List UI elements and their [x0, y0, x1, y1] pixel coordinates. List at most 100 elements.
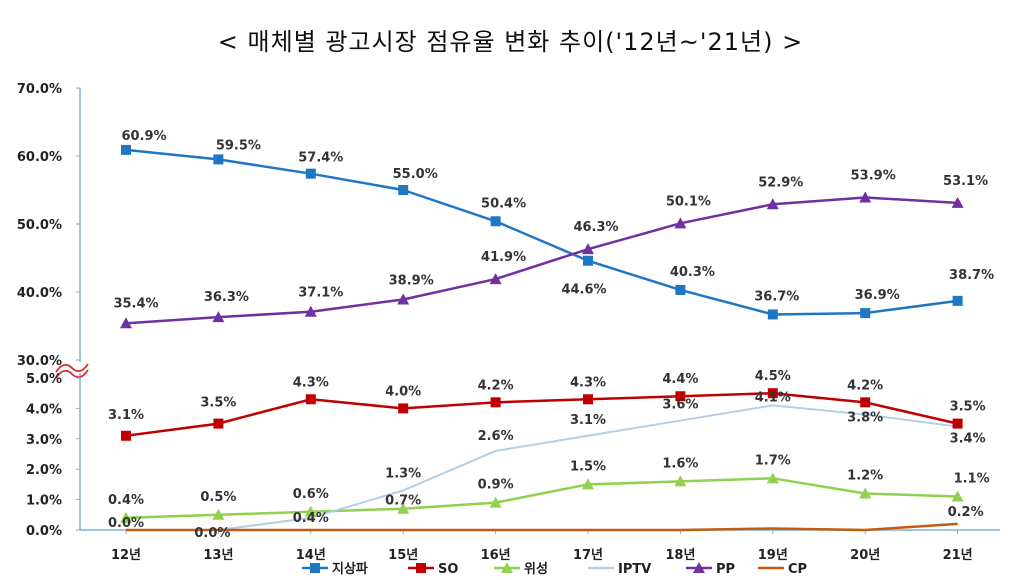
- marker-SO: [305, 394, 316, 405]
- data-label: 4.2%: [847, 378, 883, 393]
- marker-SO: [490, 397, 501, 408]
- marker-PP: [582, 243, 594, 255]
- data-label: 35.4%: [113, 296, 158, 311]
- data-label: 0.2%: [948, 505, 984, 520]
- x-tick-label: 13년: [203, 548, 233, 563]
- data-label: 2.6%: [478, 429, 514, 444]
- legend-label: 지상파: [332, 562, 368, 577]
- data-labels: 60.9% 59.5% 57.4% 55.0% 50.4% 44.6% 40.3% 36.7%…: [108, 129, 994, 541]
- marker-위성: [766, 472, 779, 484]
- marker-위성: [489, 496, 502, 508]
- marker-지상파: [305, 168, 316, 179]
- data-label: 46.3%: [573, 220, 618, 235]
- x-tick-label: 15년: [388, 548, 418, 563]
- data-label: 0.4%: [293, 511, 329, 526]
- marker-지상파: [213, 154, 224, 165]
- data-label: 53.9%: [851, 168, 896, 183]
- y-tick-label: 70.0%: [17, 82, 62, 97]
- marker-PP: [674, 217, 687, 229]
- legend-marker-SO: [416, 563, 426, 573]
- y-tick-label: 50.0%: [17, 218, 62, 233]
- marker-위성: [674, 475, 687, 487]
- series-lines: [125, 148, 958, 532]
- marker-PP: [397, 293, 410, 305]
- data-label: 0.9%: [478, 478, 514, 493]
- data-label: 1.3%: [385, 466, 421, 481]
- data-label: 3.5%: [950, 400, 986, 415]
- y-tick-label: 60.0%: [17, 150, 62, 165]
- series-line-SO: [125, 391, 958, 437]
- data-label: 38.7%: [949, 268, 994, 283]
- data-label: 1.2%: [847, 469, 883, 484]
- data-label: 0.0%: [194, 526, 230, 541]
- marker-SO: [675, 391, 686, 402]
- data-label: 4.1%: [755, 390, 791, 405]
- legend-marker-위성: [501, 562, 513, 573]
- data-label: 4.4%: [662, 372, 698, 387]
- data-label: 1.7%: [755, 453, 791, 468]
- marker-위성: [212, 508, 225, 520]
- data-label: 4.0%: [385, 384, 421, 399]
- series-line-PP: [125, 196, 958, 325]
- x-tick-label: 16년: [481, 548, 511, 563]
- y-tick-label: 40.0%: [17, 286, 62, 301]
- series-line-지상파: [125, 148, 958, 316]
- series-markers: [120, 144, 964, 523]
- data-label: 3.4%: [950, 432, 986, 447]
- marker-SO: [398, 403, 409, 414]
- legend-marker-지상파: [310, 563, 320, 573]
- data-label: 55.0%: [393, 167, 438, 182]
- marker-위성: [397, 502, 410, 514]
- marker-지상파: [860, 308, 871, 319]
- marker-지상파: [952, 295, 963, 306]
- axis-break-mark: [55, 363, 89, 373]
- data-label: 0.0%: [108, 516, 144, 531]
- series-line-IPTV: [126, 404, 958, 531]
- legend: 지상파 PP SO 위성 IPTV CP: [302, 562, 807, 577]
- axes: 30.0% 40.0% 50.0% 60.0% 70.0% 0.0% 1.0% 2.0% 3.0…: [17, 82, 1000, 563]
- marker-SO: [213, 418, 224, 429]
- y-tick-label: 3.0%: [26, 433, 62, 448]
- legend-label: CP: [788, 562, 807, 577]
- marker-지상파: [583, 255, 593, 266]
- data-label: 1.1%: [954, 472, 990, 487]
- marker-위성: [859, 487, 872, 499]
- data-label: 3.1%: [570, 413, 606, 428]
- y-tick-label: 0.0%: [26, 524, 62, 539]
- data-label: 0.5%: [200, 490, 236, 505]
- y-tick-label: 30.0%: [17, 354, 62, 369]
- y-tick-label: 5.0%: [26, 372, 62, 387]
- marker-PP: [489, 273, 502, 285]
- marker-지상파: [675, 284, 686, 295]
- data-label: 1.6%: [662, 456, 698, 471]
- data-label: 50.4%: [481, 196, 526, 211]
- data-label: 4.5%: [755, 369, 791, 384]
- legend-marker-PP: [693, 562, 705, 573]
- x-tick-label: 19년: [758, 548, 788, 563]
- marker-지상파: [121, 144, 131, 155]
- marker-SO: [121, 430, 131, 441]
- data-label: 4.3%: [293, 375, 329, 390]
- data-label: 0.7%: [385, 494, 421, 509]
- data-label: 57.4%: [298, 151, 343, 166]
- legend-label: 위성: [524, 562, 548, 577]
- marker-SO: [583, 394, 593, 405]
- data-label: 53.1%: [943, 174, 988, 189]
- data-label: 3.1%: [108, 408, 144, 423]
- x-tick-label: 14년: [296, 548, 326, 563]
- marker-위성: [120, 511, 132, 523]
- data-label: 59.5%: [216, 138, 261, 153]
- data-label: 4.2%: [478, 378, 514, 393]
- chart-title: < 매체별 광고시장 점유율 변화 추이('12년~'21년) >: [217, 28, 804, 56]
- data-label: 40.3%: [670, 265, 715, 280]
- x-tick-label: 12년: [111, 548, 141, 563]
- series-line-CP: [126, 522, 958, 532]
- marker-지상파: [398, 185, 409, 195]
- x-tick-label: 20년: [850, 548, 880, 563]
- data-label: 3.5%: [200, 396, 236, 411]
- data-label: 0.4%: [108, 493, 144, 508]
- data-label: 1.5%: [570, 459, 606, 474]
- legend-label: SO: [438, 562, 458, 577]
- data-label: 38.9%: [389, 273, 434, 288]
- marker-PP: [766, 198, 779, 210]
